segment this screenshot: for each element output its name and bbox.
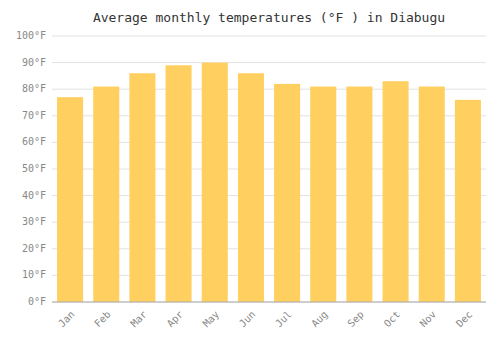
chart: Average monthly temperatures (°F ) in Di… — [0, 0, 500, 350]
x-tick-label: May — [201, 309, 222, 330]
y-tick-label: 10°F — [22, 269, 46, 280]
x-tick-label: Sep — [345, 309, 366, 330]
title: Average monthly temperatures (°F ) in Di… — [93, 10, 445, 25]
x-tick-label: Jun — [237, 309, 258, 330]
x-axis: Jan Feb Mar Apr May Jun Jul Aug Sep Oct Nov Dec — [56, 309, 474, 330]
bar — [166, 65, 192, 302]
grid-line — [52, 302, 486, 303]
bar — [274, 84, 300, 302]
x-axis-line — [52, 302, 486, 303]
bar — [129, 73, 155, 302]
bar — [93, 87, 119, 302]
bar — [57, 97, 83, 302]
y-tick-label: 100°F — [16, 30, 46, 41]
y-tick-label: 30°F — [22, 216, 46, 227]
y-tick-label: 40°F — [22, 190, 46, 201]
chart-container: Average monthly temperatures (°F ) in Di… — [0, 0, 500, 350]
x-tick-label: Apr — [165, 309, 186, 330]
y-tick-label: 80°F — [22, 83, 46, 94]
x-tick-label: Jul — [273, 309, 294, 330]
bar — [419, 87, 445, 302]
y-tick-label: 50°F — [22, 163, 46, 174]
y-tick-label: 60°F — [22, 136, 46, 147]
x-tick-label: Feb — [92, 309, 113, 330]
bar — [383, 81, 409, 302]
bar — [202, 63, 228, 302]
y-axis: 0°F 10°F 20°F 30°F 40°F 50°F 60°F 70°F 80°F 90°F 1… — [16, 30, 46, 307]
grid — [52, 36, 486, 302]
bars — [57, 63, 481, 302]
grid-line — [52, 36, 486, 37]
y-tick-label: 0°F — [28, 296, 46, 307]
bar — [455, 100, 481, 302]
bar — [238, 73, 264, 302]
bar — [346, 87, 372, 302]
y-tick-label: 70°F — [22, 110, 46, 121]
y-tick-label: 90°F — [22, 57, 46, 68]
x-tick-label: Dec — [454, 309, 475, 330]
y-tick-label: 20°F — [22, 243, 46, 254]
x-tick-label: Jan — [56, 309, 77, 330]
grid-line — [52, 62, 486, 63]
x-tick-label: Oct — [382, 309, 403, 330]
x-tick-label: Aug — [309, 309, 330, 330]
x-tick-label: Mar — [128, 309, 149, 330]
bar — [310, 87, 336, 302]
x-tick-label: Nov — [418, 309, 439, 330]
